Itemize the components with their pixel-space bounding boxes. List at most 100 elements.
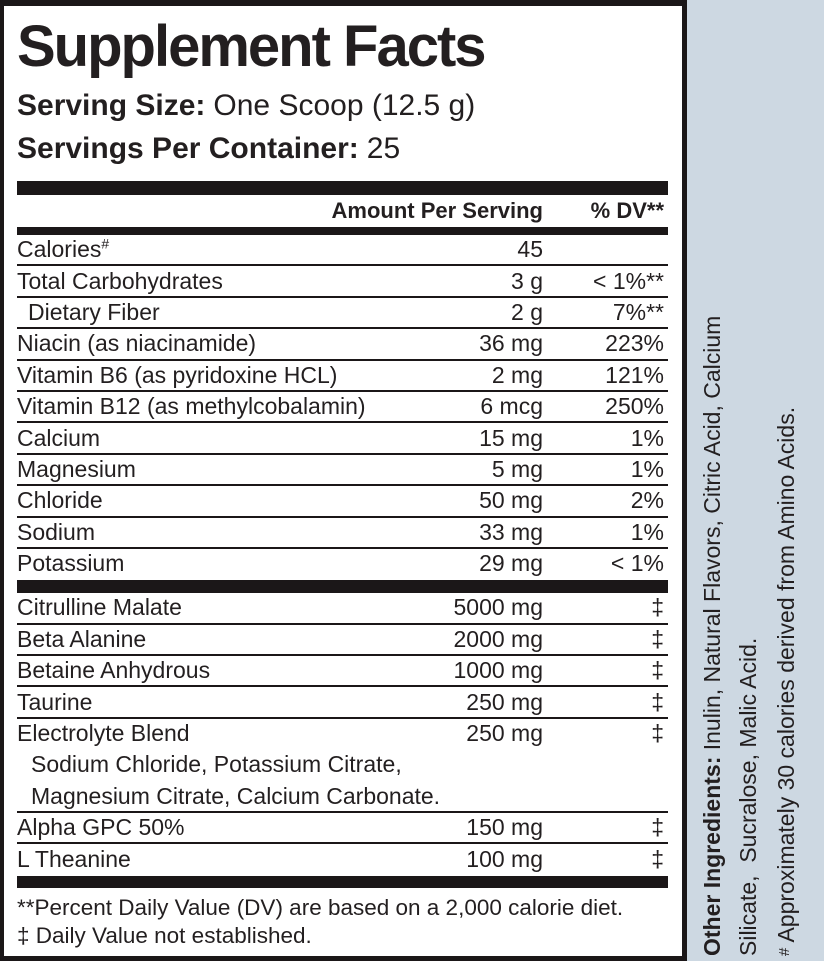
nutrient-row: Niacin (as niacinamide) 36 mg 223% [17,329,668,361]
divider-bar-under-headers [17,227,668,235]
other-ingredients-list: Inulin, Natural Flavors, Citric Acid, Ca… [699,315,725,757]
nutrient-dv: ‡ [651,625,664,652]
serving-size-line: Serving Size: One Scoop (12.5 g) [17,86,668,126]
nutrient-row: Vitamin B12 (as methylcobalamin) 6 mcg 2… [17,392,668,424]
nutrient-name: Chloride [17,487,103,514]
nutrient-name: Beta Alanine [17,625,147,652]
nutrient-name: Dietary Fiber [28,298,160,325]
nutrient-name: Citrulline Malate [17,594,182,621]
nutrient-dv: ‡ [651,720,664,747]
serving-size-value: One Scoop (12.5 g) [213,89,476,122]
nutrient-name: Alpha GPC 50% [17,814,185,841]
nutrient-dv: ‡ [651,814,664,841]
other-ingredients-text: Other Ingredients: Inulin, Natural Flavo… [698,316,727,956]
nutrient-amount: 45 [517,236,543,263]
nutrient-dv: ‡ [651,688,664,715]
nutrient-row: Taurine 250 mg ‡ [17,687,668,719]
nutrient-dv: ‡ [651,657,664,684]
nutrient-amount: 150 mg [466,814,543,841]
footnote-dv: **Percent Daily Value (DV) are based on … [17,894,624,920]
amount-column-header: Amount Per Serving [331,198,543,223]
nutrient-row: Magnesium 5 mg 1% [17,455,668,487]
active-ingredients-section: Citrulline Malate 5000 mg ‡ Beta Alanine… [17,593,668,876]
nutrient-name: Total Carbohydrates [17,267,223,294]
nutrient-row: Alpha GPC 50% 150 mg ‡ [17,813,668,845]
nutrient-row: L Theanine 100 mg ‡ [17,844,668,875]
servings-per-container-value: 25 [366,132,401,165]
nutrient-name: Vitamin B12 (as methylcobalamin) [17,393,366,420]
nutrient-amount: 100 mg [466,845,543,872]
nutrient-row: Electrolyte Blend 250 mg ‡ [17,719,668,750]
serving-size-label: Serving Size: [17,89,206,122]
nutrient-dv: 1% [630,518,664,545]
nutrient-dv: 7%** [612,298,664,325]
dv-column-header: % DV** [590,198,664,223]
nutrient-dv: < 1%** [593,267,664,294]
other-ingredients-label: Other Ingredients: [699,756,725,956]
blend-ingredients-line: Magnesium Citrate, Calcium Carbonate. [17,782,668,814]
nutrient-amount: 29 mg [479,550,543,577]
nutrient-dv: ‡ [651,594,664,621]
nutrient-row: Chloride 50 mg 2% [17,486,668,518]
hash-footnote-marker: # [776,947,793,956]
servings-per-container-line: Servings Per Container: 25 [17,129,668,169]
nutrient-amount: 2000 mg [453,625,543,652]
nutrient-dv: 121% [605,361,664,388]
nutrient-amount: 1000 mg [453,657,543,684]
nutrient-amount: 5000 mg [453,594,543,621]
nutrient-amount: 50 mg [479,487,543,514]
nutrient-dv: 223% [605,330,664,357]
nutrient-name: Calories# [17,235,110,263]
nutrient-amount: 5 mg [491,455,543,482]
divider-bar-top [17,181,668,195]
calories-footnote-text: # Approximately 30 calories derived from… [770,407,801,956]
footnote-marker: # [101,235,110,252]
calories-footnote-body: Approximately 30 calories derived from A… [773,406,799,948]
nutrient-dv: < 1% [610,550,664,577]
nutrient-amount: 33 mg [479,518,543,545]
nutrient-row: Calcium 15 mg 1% [17,423,668,455]
nutrient-amount: 6 mcg [480,393,543,420]
nutrient-name: Electrolyte Blend [17,720,190,747]
footnotes: **Percent Daily Value (DV) are based on … [17,894,668,951]
supplement-facts-panel: Supplement Facts Serving Size: One Scoop … [0,0,687,961]
divider-bar-middle [17,580,668,594]
nutrient-row: Citrulline Malate 5000 mg ‡ [17,593,668,625]
column-header-row: Amount Per Serving % DV** [17,195,668,227]
nutrient-name: Magnesium [17,455,136,482]
nutrient-amount: 2 mg [491,361,543,388]
nutrient-amount: 2 g [511,298,543,325]
nutrient-amount: 3 g [511,267,543,294]
nutrient-name: Vitamin B6 (as pyridoxine HCL) [17,361,338,388]
nutrient-name: Niacin (as niacinamide) [17,330,257,357]
other-ingredients-sidebar: Other Ingredients: Inulin, Natural Flavo… [687,0,824,961]
nutrient-row: Sodium 33 mg 1% [17,518,668,549]
page-title: Supplement Facts [17,14,487,79]
nutrient-amount: 36 mg [479,330,543,357]
servings-per-container-label: Servings Per Container: [17,132,359,165]
nutrient-row: Calories# 45 [17,235,668,267]
nutrient-name: Sodium [17,518,95,545]
nutrient-row: Beta Alanine 2000 mg ‡ [17,625,668,657]
nutrient-name: Calcium [17,424,101,451]
nutrient-row: Potassium 29 mg < 1% [17,549,668,580]
nutrient-dv: ‡ [651,845,664,872]
nutrient-dv: 2% [630,487,664,514]
nutrient-dv: 1% [630,455,664,482]
nutrient-row: Dietary Fiber 2 g 7%** [17,298,668,330]
nutrient-dv: 1% [630,424,664,451]
divider-bar-bottom [17,875,668,888]
footnote-dagger: ‡ Daily Value not established. [17,923,312,949]
nutrient-dv: 250% [605,393,664,420]
other-ingredients-text-continued: Silicate, Sucralose, Malic Acid. [735,637,761,956]
nutrient-amount: 15 mg [479,424,543,451]
nutrient-row: Total Carbohydrates 3 g < 1%** [17,266,668,298]
nutrient-name: Potassium [17,550,125,577]
nutrient-name: L Theanine [17,845,131,872]
nutrient-row: Vitamin B6 (as pyridoxine HCL) 2 mg 121% [17,361,668,392]
nutrient-name: Betaine Anhydrous [17,657,211,684]
nutrient-row: Betaine Anhydrous 1000 mg ‡ [17,656,668,688]
nutrient-name: Taurine [17,688,93,715]
nutrient-amount: 250 mg [466,688,543,715]
